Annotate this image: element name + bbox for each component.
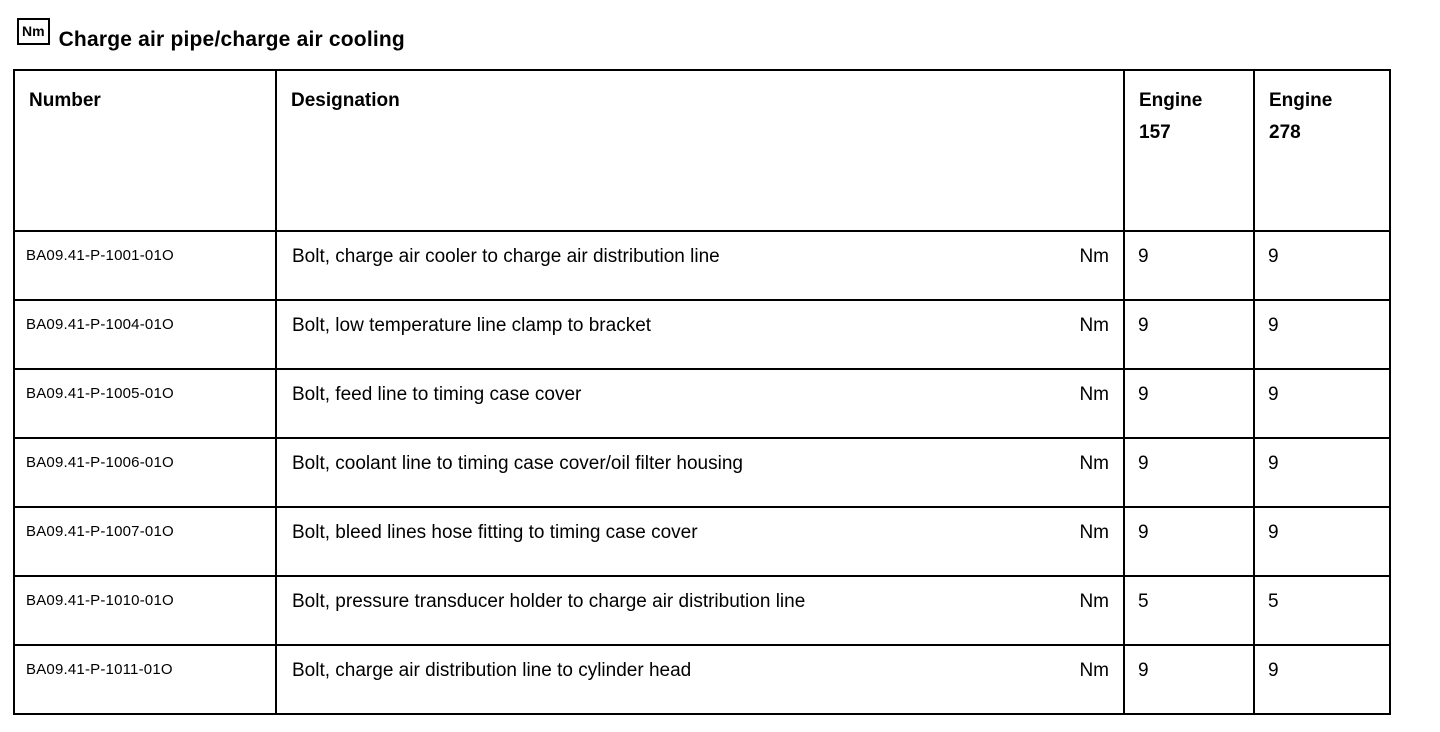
col-header-engine-278: Engine 278 — [1253, 69, 1391, 232]
col-header-designation: Designation — [275, 69, 1125, 232]
row-number-cell: BA09.41-P-1011-01O — [13, 644, 277, 715]
row-unit-label: Nm — [1079, 660, 1109, 681]
row-designation-text: Bolt, coolant line to timing case cover/… — [292, 453, 743, 474]
torque-spec-table: Number Designation Engine 157 Engine 278… — [13, 69, 1391, 715]
row-designation-text: Bolt, feed line to timing case cover — [292, 384, 582, 405]
row-designation-cell: Bolt, bleed lines hose fitting to timing… — [275, 506, 1125, 577]
table-row: BA09.41-P-1005-01O Bolt, feed line to ti… — [13, 368, 1391, 439]
row-number-cell: BA09.41-P-1006-01O — [13, 437, 277, 508]
table-row: BA09.41-P-1001-01O Bolt, charge air cool… — [13, 230, 1391, 301]
row-designation-text: Bolt, charge air distribution line to cy… — [292, 660, 692, 681]
row-engine-157-value: 9 — [1123, 368, 1255, 439]
row-designation-text: Bolt, low temperature line clamp to brac… — [292, 315, 652, 336]
row-number-cell: BA09.41-P-1010-01O — [13, 575, 277, 646]
row-engine-157-value: 9 — [1123, 230, 1255, 301]
row-unit-label: Nm — [1079, 591, 1109, 612]
row-engine-278-value: 5 — [1253, 575, 1391, 646]
row-number-cell: BA09.41-P-1005-01O — [13, 368, 277, 439]
row-designation-cell: Bolt, charge air distribution line to cy… — [275, 644, 1125, 715]
row-unit-label: Nm — [1079, 522, 1109, 543]
row-engine-157-value: 9 — [1123, 506, 1255, 577]
row-designation-text: Bolt, charge air cooler to charge air di… — [292, 246, 720, 267]
table-row: BA09.41-P-1006-01O Bolt, coolant line to… — [13, 437, 1391, 508]
row-designation-text: Bolt, pressure transducer holder to char… — [292, 591, 806, 612]
row-unit-label: Nm — [1079, 453, 1109, 474]
page-title: Charge air pipe/charge air cooling — [58, 28, 405, 51]
document-header: Nm Charge air pipe/charge air cooling — [17, 18, 405, 50]
spec-table-body: BA09.41-P-1001-01O Bolt, charge air cool… — [13, 230, 1391, 715]
col-header-number: Number — [13, 69, 277, 232]
table-header-row: Number Designation Engine 157 Engine 278 — [13, 69, 1391, 232]
row-number-cell: BA09.41-P-1007-01O — [13, 506, 277, 577]
row-number-cell: BA09.41-P-1001-01O — [13, 230, 277, 301]
table-row: BA09.41-P-1004-01O Bolt, low temperature… — [13, 299, 1391, 370]
row-designation-cell: Bolt, low temperature line clamp to brac… — [275, 299, 1125, 370]
row-engine-278-value: 9 — [1253, 299, 1391, 370]
row-designation-cell: Bolt, coolant line to timing case cover/… — [275, 437, 1125, 508]
row-engine-157-value: 5 — [1123, 575, 1255, 646]
row-unit-label: Nm — [1079, 246, 1109, 267]
row-designation-cell: Bolt, pressure transducer holder to char… — [275, 575, 1125, 646]
row-engine-157-value: 9 — [1123, 437, 1255, 508]
row-designation-cell: Bolt, feed line to timing case cover Nm — [275, 368, 1125, 439]
table-row: BA09.41-P-1007-01O Bolt, bleed lines hos… — [13, 506, 1391, 577]
nm-torque-icon: Nm — [17, 18, 50, 45]
row-number-cell: BA09.41-P-1004-01O — [13, 299, 277, 370]
row-designation-cell: Bolt, charge air cooler to charge air di… — [275, 230, 1125, 301]
row-engine-278-value: 9 — [1253, 230, 1391, 301]
row-engine-278-value: 9 — [1253, 437, 1391, 508]
row-designation-text: Bolt, bleed lines hose fitting to timing… — [292, 522, 698, 543]
col-header-engine-157: Engine 157 — [1123, 69, 1255, 232]
row-engine-157-value: 9 — [1123, 644, 1255, 715]
table-row: BA09.41-P-1010-01O Bolt, pressure transd… — [13, 575, 1391, 646]
row-engine-278-value: 9 — [1253, 506, 1391, 577]
row-engine-157-value: 9 — [1123, 299, 1255, 370]
table-row: BA09.41-P-1011-01O Bolt, charge air dist… — [13, 644, 1391, 715]
row-unit-label: Nm — [1079, 384, 1109, 405]
row-engine-278-value: 9 — [1253, 644, 1391, 715]
row-engine-278-value: 9 — [1253, 368, 1391, 439]
row-unit-label: Nm — [1079, 315, 1109, 336]
